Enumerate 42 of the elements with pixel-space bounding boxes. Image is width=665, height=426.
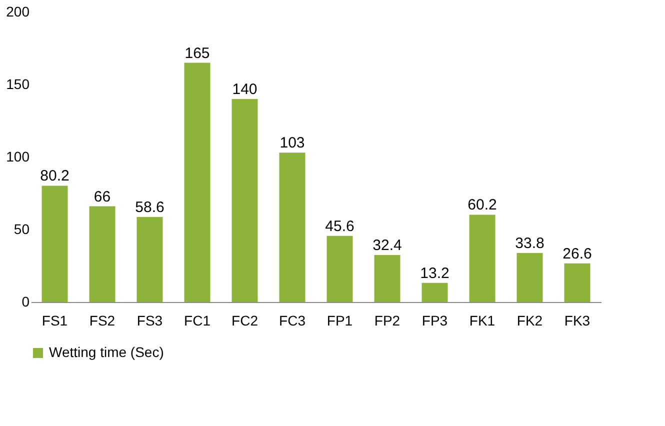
- x-tick-label: FC2: [232, 312, 258, 328]
- x-tick-label: FC3: [279, 312, 306, 328]
- data-label: 45.6: [325, 218, 354, 235]
- bar: [232, 99, 258, 302]
- x-tick-label: FK2: [516, 312, 543, 328]
- data-label: 60.2: [468, 196, 497, 214]
- bar: [279, 152, 306, 302]
- x-tick-label: FP1: [326, 312, 353, 328]
- x-tick-label: FP2: [374, 312, 400, 328]
- bar: [89, 206, 116, 302]
- bar: [564, 263, 590, 302]
- bar: [136, 217, 163, 302]
- bar: [469, 214, 496, 302]
- data-label: 165: [184, 44, 210, 62]
- x-tick-label: FK1: [469, 312, 496, 328]
- y-tick-label: 50: [14, 221, 30, 237]
- bar: [184, 62, 210, 302]
- legend-label: Wetting time (Sec): [49, 344, 164, 360]
- y-tick-label: 200: [6, 4, 30, 20]
- data-label: 140: [232, 81, 258, 98]
- data-label: 103: [280, 134, 305, 152]
- y-tick-label: 0: [22, 294, 30, 310]
- x-tick-label: FS2: [89, 312, 116, 328]
- bar: [374, 255, 400, 302]
- data-label: 80.2: [40, 168, 70, 185]
- data-label: 32.4: [372, 237, 402, 254]
- x-tick-label: FC1: [184, 312, 211, 328]
- y-tick-label: 150: [6, 76, 30, 92]
- x-tick-label: FK3: [564, 312, 590, 328]
- x-tick-label: FS1: [42, 312, 68, 328]
- x-tick-label: FP3: [422, 312, 448, 328]
- y-tick-label: 100: [6, 148, 30, 164]
- bar: [326, 236, 353, 302]
- bar: [422, 282, 448, 302]
- data-label: 13.2: [420, 264, 450, 282]
- bar: [516, 252, 543, 302]
- data-label: 33.8: [515, 234, 544, 252]
- data-label: 58.6: [135, 199, 164, 216]
- data-label: 66: [94, 188, 111, 206]
- data-label: 26.6: [562, 245, 592, 262]
- x-tick-label: FS3: [136, 312, 163, 328]
- bar: [42, 186, 68, 302]
